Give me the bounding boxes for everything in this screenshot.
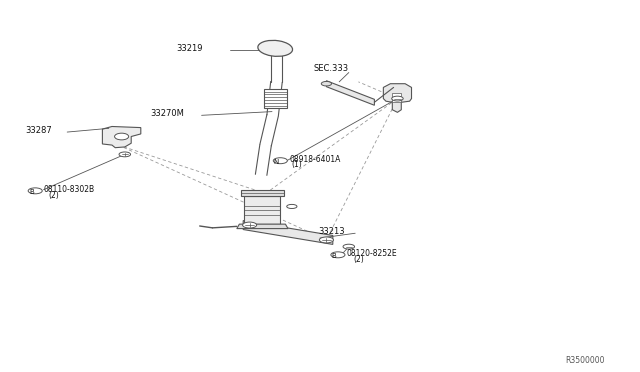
Ellipse shape [28, 188, 42, 194]
Ellipse shape [115, 133, 129, 140]
Polygon shape [102, 126, 141, 148]
Text: 08110-8302B: 08110-8302B [44, 185, 95, 194]
Text: 33213: 33213 [319, 227, 346, 236]
Text: 33219: 33219 [176, 44, 202, 53]
Ellipse shape [243, 222, 257, 228]
Ellipse shape [119, 152, 131, 157]
Polygon shape [264, 89, 287, 108]
Text: 33270M: 33270M [150, 109, 184, 118]
Polygon shape [244, 196, 280, 224]
Polygon shape [243, 221, 333, 244]
Text: SEC.333: SEC.333 [314, 64, 349, 73]
Polygon shape [241, 189, 284, 196]
Text: (2): (2) [353, 254, 364, 263]
Ellipse shape [273, 158, 287, 164]
Ellipse shape [287, 205, 297, 208]
Text: N: N [274, 159, 279, 165]
Polygon shape [392, 93, 401, 102]
Ellipse shape [343, 244, 355, 249]
Ellipse shape [321, 81, 332, 86]
Text: (1): (1) [292, 160, 303, 169]
Polygon shape [326, 81, 374, 105]
Text: 08918-6401A: 08918-6401A [289, 155, 340, 164]
Text: 33287: 33287 [26, 126, 52, 135]
Text: 08120-8252E: 08120-8252E [347, 249, 397, 258]
Polygon shape [383, 84, 412, 112]
Text: B: B [332, 253, 337, 259]
Ellipse shape [331, 252, 345, 258]
Ellipse shape [319, 237, 333, 243]
Text: (2): (2) [48, 190, 59, 199]
Text: B: B [29, 189, 34, 195]
Ellipse shape [258, 41, 292, 56]
Ellipse shape [392, 96, 403, 101]
Polygon shape [237, 224, 288, 228]
Text: R3500000: R3500000 [565, 356, 605, 365]
